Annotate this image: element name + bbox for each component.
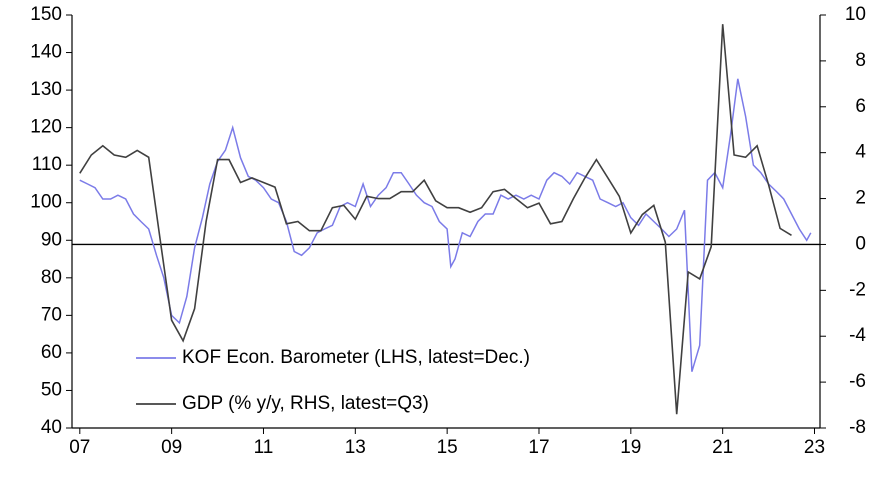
legend-label: KOF Econ. Barometer (LHS, latest=Dec.) [182,347,530,368]
series-line [79,24,792,415]
y-tick-label: 150 [30,4,62,25]
y-tick-label: 100 [30,192,62,213]
y2-tick-label: 10 [845,4,866,25]
y-tick-label: 60 [41,342,62,363]
y-tick-label: 40 [41,417,62,438]
y2-tick-label: -8 [849,417,866,438]
x-tick-label: 07 [69,437,90,458]
y2-tick-label: 4 [855,142,866,163]
y2-tick-label: -4 [849,325,866,346]
series-line [79,78,812,372]
x-tick-label: 23 [804,437,825,458]
y-tick-label: 130 [30,79,62,100]
y2-tick-label: -6 [849,371,866,392]
x-tick-label: 09 [161,437,182,458]
x-tick-label: 17 [528,437,549,458]
y2-tick-label: -2 [849,279,866,300]
x-tick-label: 21 [712,437,733,458]
y-tick-label: 50 [41,379,62,400]
y2-tick-label: 8 [855,50,866,71]
y-tick-label: 90 [41,229,62,250]
y2-tick-label: 0 [855,233,866,254]
x-tick-label: 15 [437,437,458,458]
y-tick-label: 120 [30,117,62,138]
y-tick-label: 80 [41,267,62,288]
x-tick-label: 19 [620,437,641,458]
legend-label: GDP (% y/y, RHS, latest=Q3) [182,393,429,414]
y-tick-label: 70 [41,304,62,325]
y-tick-label: 110 [32,154,62,175]
y2-tick-label: 2 [855,188,866,209]
y2-tick-label: 6 [855,96,866,117]
y-tick-label: 140 [30,42,62,63]
x-tick-label: 11 [254,437,274,458]
x-tick-label: 13 [345,437,366,458]
